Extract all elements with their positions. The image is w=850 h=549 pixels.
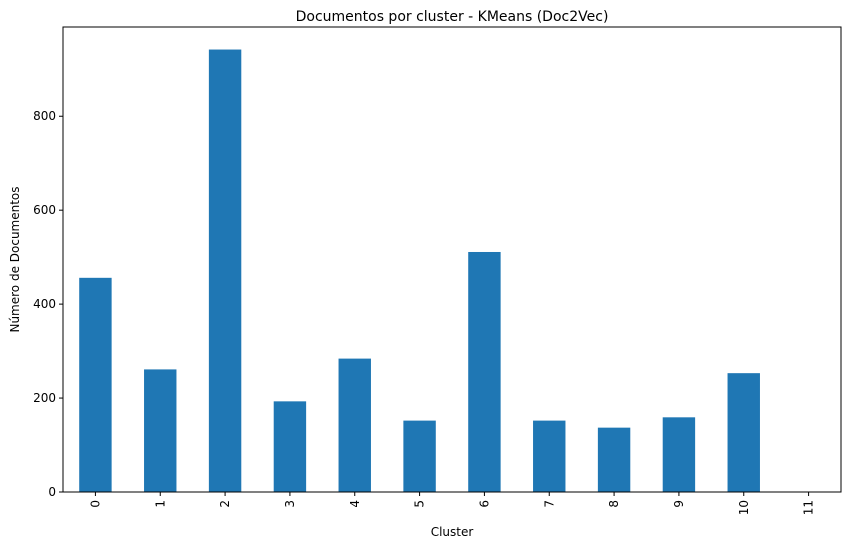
- x-tick-label: 6: [477, 500, 491, 508]
- x-tick-label: 2: [218, 500, 232, 508]
- x-axis: 0 1 2 3 4 5 6 7 8 9 10 11: [88, 492, 816, 515]
- y-tick-label: 800: [33, 109, 56, 123]
- x-tick-label: 1: [153, 500, 167, 508]
- x-tick-label: 4: [348, 500, 362, 508]
- y-tick-label: 600: [33, 203, 56, 217]
- y-axis: 0 200 400 600 800: [33, 109, 63, 499]
- bar-cluster-9: [662, 417, 696, 492]
- x-tick-label: 9: [672, 500, 686, 508]
- x-tick-label: 3: [283, 500, 297, 508]
- bar-cluster-0: [79, 277, 112, 492]
- bar-cluster-6: [468, 251, 501, 492]
- plot-frame: [62, 26, 842, 493]
- bar-cluster-10: [727, 373, 760, 492]
- bar-cluster-7: [533, 420, 566, 492]
- x-tick-label: 7: [542, 500, 556, 508]
- bar-cluster-1: [144, 369, 177, 492]
- x-tick-label: 8: [607, 500, 621, 508]
- bar-cluster-8: [597, 427, 631, 492]
- bar-cluster-2: [208, 49, 242, 492]
- y-tick-label: 200: [33, 391, 56, 405]
- x-tick-label: 5: [413, 500, 427, 508]
- x-tick-label: 11: [802, 500, 816, 515]
- x-axis-label: Cluster: [431, 525, 474, 539]
- x-tick-label: 10: [737, 500, 751, 515]
- bar-cluster-3: [273, 401, 307, 492]
- bar-cluster-5: [403, 420, 436, 492]
- bar-cluster-4: [338, 358, 371, 492]
- chart-title: Documentos por cluster - KMeans (Doc2Vec…: [296, 9, 609, 25]
- bars-group: [79, 49, 825, 492]
- x-tick-label: 0: [88, 500, 102, 508]
- y-axis-label: Número de Documentos: [8, 186, 22, 332]
- y-tick-label: 0: [48, 485, 56, 499]
- y-tick-label: 400: [33, 297, 56, 311]
